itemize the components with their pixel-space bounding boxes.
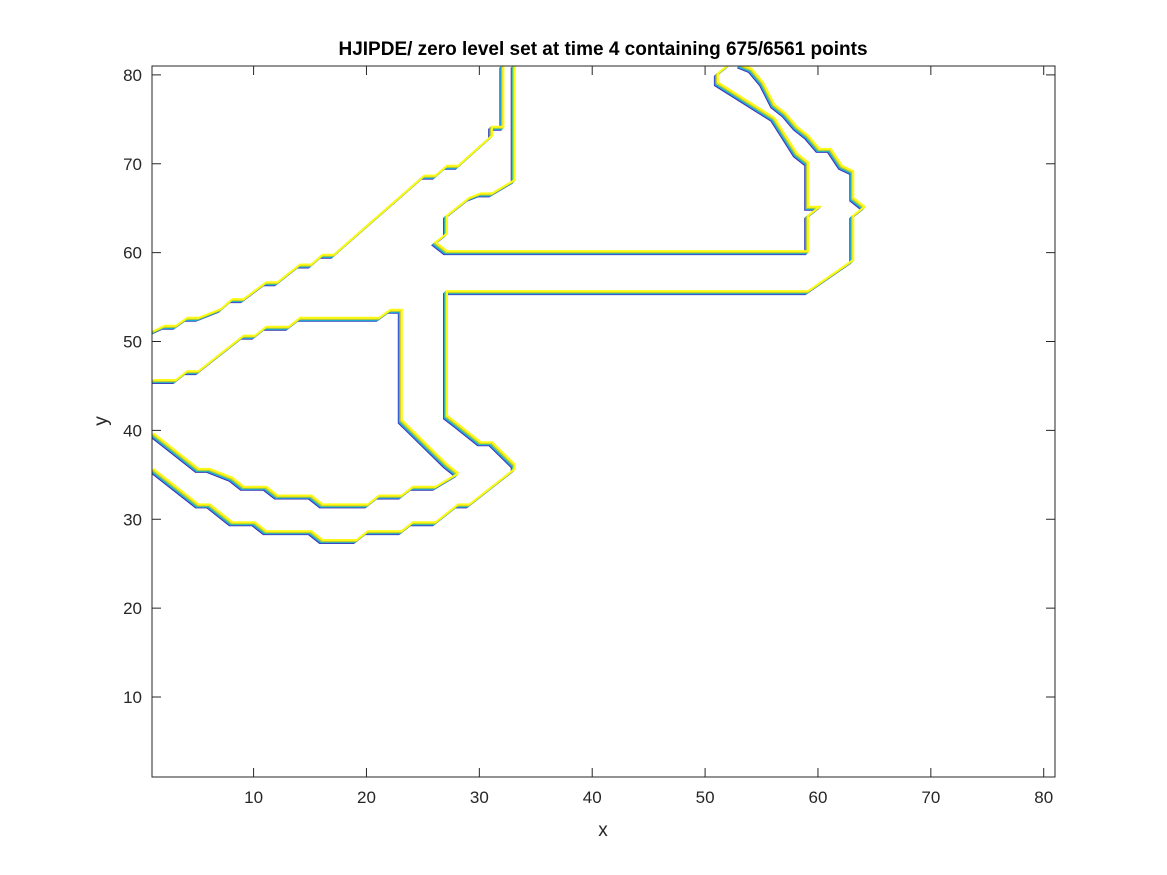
contour-band-line — [434, 66, 823, 253]
contour-series-5 — [443, 66, 867, 469]
y-tick-label: 60 — [123, 244, 142, 263]
y-tick-label: 70 — [123, 155, 142, 174]
x-axis-label: x — [598, 820, 608, 841]
x-tick-label: 60 — [809, 788, 828, 807]
y-tick-label: 40 — [123, 421, 142, 440]
x-tick-label: 50 — [696, 788, 715, 807]
contour-series-3 — [152, 432, 459, 509]
x-tick-label: 70 — [921, 788, 940, 807]
y-tick-label: 80 — [123, 66, 142, 85]
x-tick-label: 80 — [1034, 788, 1053, 807]
contour-band-line — [446, 66, 867, 466]
x-tick-label: 40 — [583, 788, 602, 807]
plot-area — [152, 66, 1055, 777]
y-tick-label: 50 — [123, 333, 142, 352]
ticks-layer: 10 20 30 40 50 60 70 80 10 20 30 40 50 60 70 80 — [123, 66, 1055, 807]
chart-title: HJIPDE/ zero level set at time 4 contain… — [338, 39, 867, 60]
contour-series-1 — [152, 66, 505, 335]
contour-series-layer — [152, 66, 867, 544]
contour-series-6 — [431, 66, 823, 256]
y-axis-label: y — [91, 416, 112, 426]
x-tick-label: 20 — [357, 788, 376, 807]
x-tick-label: 30 — [470, 788, 489, 807]
axes-box — [151, 65, 1056, 778]
contour-band-line — [153, 308, 459, 475]
contour-band-line — [152, 432, 459, 506]
contour-band-line — [153, 66, 505, 333]
y-tick-label: 30 — [123, 510, 142, 529]
y-tick-label: 10 — [123, 688, 142, 707]
contour-series-2 — [152, 308, 459, 478]
y-tick-label: 20 — [123, 599, 142, 618]
contour-series-4 — [152, 464, 516, 544]
contour-band-line — [152, 464, 516, 541]
x-tick-label: 10 — [244, 788, 263, 807]
